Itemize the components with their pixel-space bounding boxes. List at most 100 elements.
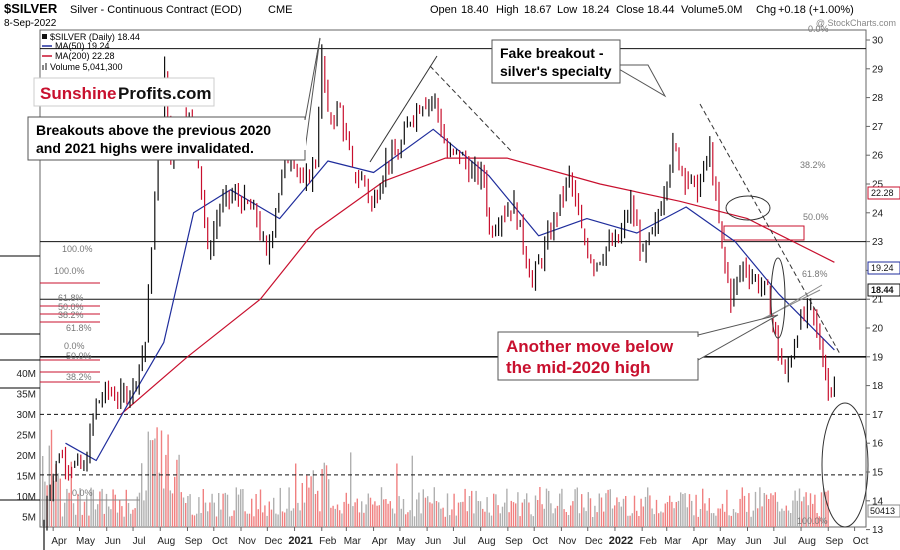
volume-bar xyxy=(684,493,686,527)
volume-bar xyxy=(218,493,220,527)
volume-bar xyxy=(174,476,176,527)
volume-bar xyxy=(253,516,255,527)
time-tick-label: May xyxy=(76,536,95,547)
volume-bar xyxy=(127,503,130,527)
volume-bar xyxy=(125,489,127,527)
high-value: 18.67 xyxy=(524,4,552,16)
volume-bar xyxy=(526,493,528,527)
volume-tick-label: 10M xyxy=(17,492,36,503)
time-tick-label: Sep xyxy=(185,536,203,547)
volume-bar xyxy=(350,452,352,527)
volume-bar xyxy=(66,488,68,527)
volume-bar xyxy=(774,492,776,527)
volume-bar xyxy=(510,500,512,527)
volume-bar xyxy=(523,499,526,527)
volume-bar xyxy=(453,493,455,527)
volume-bar xyxy=(191,514,193,527)
volume-bar xyxy=(636,510,638,527)
annotation-box-breakouts: Breakouts above the previous 2020 and 20… xyxy=(27,37,321,161)
volume-bar xyxy=(614,505,616,527)
symbol-title: $SILVER xyxy=(4,1,58,16)
volume-bar xyxy=(215,516,218,527)
fib-38-2-a: 38.2% xyxy=(58,310,84,320)
volume-bar xyxy=(182,497,185,527)
volume-bar xyxy=(380,487,383,527)
volume-bar xyxy=(94,509,97,527)
volume-bar xyxy=(706,510,708,527)
chart-date: 8-Sep-2022 xyxy=(4,18,57,29)
volume-bar xyxy=(442,507,444,527)
volume-bar xyxy=(240,489,242,527)
volume-bar xyxy=(72,503,75,527)
volume-bar xyxy=(290,510,292,527)
time-tick-label: Aug xyxy=(798,536,816,547)
annotation-another-line1: Another move below xyxy=(506,337,674,356)
volume-bar xyxy=(394,513,396,527)
annotation-another-line2: the mid-2020 high xyxy=(506,358,651,377)
volume-bar xyxy=(798,488,801,527)
volume-bar xyxy=(741,487,743,527)
volume-bar xyxy=(790,513,792,527)
volume-bar xyxy=(559,493,561,527)
volume-bar xyxy=(653,514,655,527)
volume-bar xyxy=(211,493,213,527)
volume-bar xyxy=(110,509,112,527)
volume-bar xyxy=(783,510,785,527)
volume-bar xyxy=(699,509,702,527)
volume-bar xyxy=(365,504,367,527)
volume-bar xyxy=(693,515,695,527)
volume-bar xyxy=(70,461,72,527)
price-axis: 131415161718192021222324252627282930 xyxy=(866,36,884,536)
price-tick-label: 25 xyxy=(872,180,884,191)
watermark: @ StockCharts.com xyxy=(816,18,896,28)
volume-bar xyxy=(739,498,741,527)
volume-bar xyxy=(499,513,501,527)
volume-bar xyxy=(726,489,728,527)
volume-bar xyxy=(475,490,477,527)
volume-bar xyxy=(246,513,248,527)
fibonacci-lines xyxy=(0,225,805,501)
open-label: Open xyxy=(430,4,457,16)
annotation-box-fake-breakout: Fake breakout - silver's specialty xyxy=(491,39,667,98)
volume-bar xyxy=(387,503,389,527)
volume-bar xyxy=(532,516,534,527)
volume-bar xyxy=(620,506,622,527)
volume-bar xyxy=(625,496,627,527)
time-tick-label: May xyxy=(717,536,736,547)
annotation-box-another-move: Another move below the mid-2020 high xyxy=(497,314,779,381)
legend: $SILVER (Daily) 18.44 MA(50) 19.24 MA(20… xyxy=(42,32,140,72)
volume-bar xyxy=(732,509,735,527)
volume-bar xyxy=(801,501,803,527)
ma50-path xyxy=(65,128,835,462)
time-tick-label: 2022 xyxy=(609,535,633,547)
legend-main: $SILVER (Daily) 18.44 xyxy=(50,32,140,42)
volume-bar xyxy=(792,500,794,527)
volume-bar xyxy=(677,500,680,527)
volume-bar xyxy=(374,501,376,527)
volume-bar xyxy=(68,492,70,527)
volume-bar xyxy=(257,509,259,527)
volume-bar xyxy=(642,506,644,527)
volume-bar xyxy=(235,487,237,527)
volume-bar xyxy=(297,502,299,527)
volume-bar xyxy=(99,491,101,527)
volume-bar xyxy=(471,490,473,527)
volume-bar xyxy=(92,489,94,527)
volume-bar xyxy=(429,502,431,527)
price-tick-label: 27 xyxy=(872,122,884,133)
volume-bar xyxy=(189,494,191,527)
volume-bar xyxy=(372,504,374,527)
time-tick-label: Jul xyxy=(133,536,146,547)
volume-bar xyxy=(420,513,422,527)
volume-bar xyxy=(422,489,424,527)
volume-bar xyxy=(638,516,640,527)
volume-bar xyxy=(369,497,372,527)
fib-0-volume: 0.0% xyxy=(72,488,93,498)
volume-bar xyxy=(673,508,675,527)
volume-bar xyxy=(818,516,820,527)
volume-bar xyxy=(761,506,763,527)
time-tick-label: Oct xyxy=(853,536,869,547)
volume-bar xyxy=(167,434,169,527)
volume-bar xyxy=(702,488,704,527)
